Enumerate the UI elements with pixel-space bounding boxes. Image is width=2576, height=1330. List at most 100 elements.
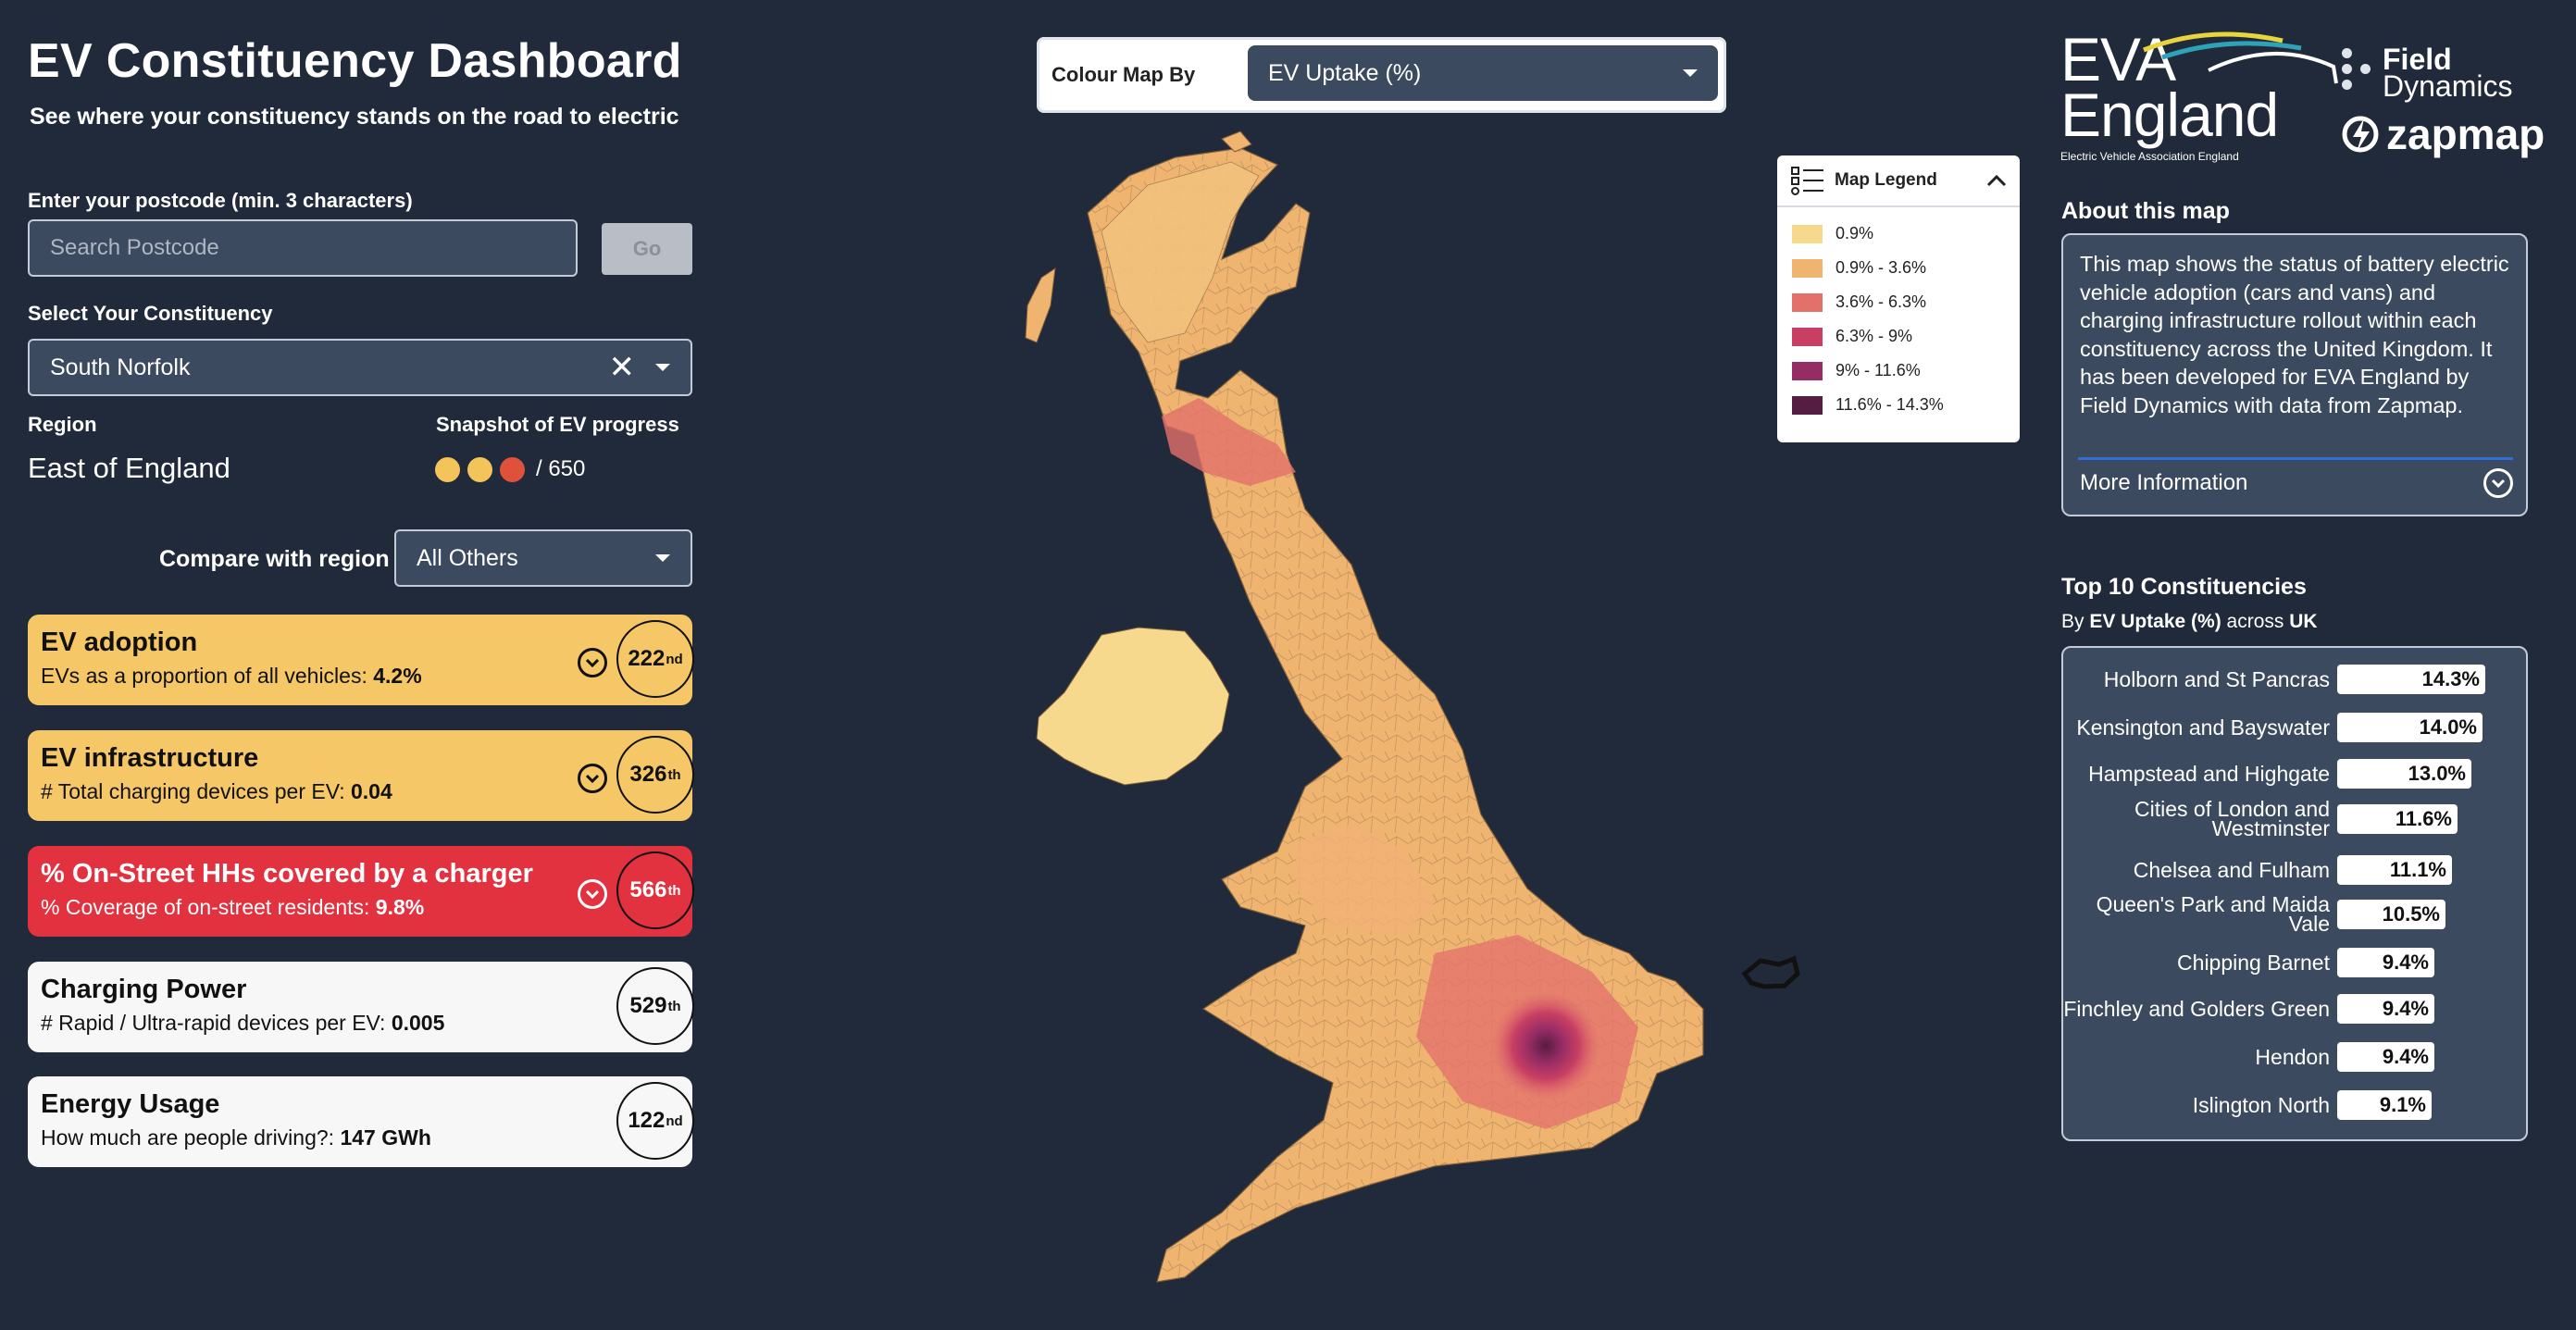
zapmap-bolt-icon [2342, 116, 2379, 153]
metric-subtitle: % Coverage of on-street residents: 9.8% [41, 895, 679, 920]
map-region-central-belt[interactable] [1162, 398, 1296, 486]
legend-swatch [1792, 224, 1823, 243]
map-region-midlands[interactable] [1296, 824, 1435, 935]
chevron-down-icon[interactable] [1683, 69, 1698, 77]
rank-suffix: nd [666, 1112, 683, 1129]
compare-region-select[interactable]: All Others [394, 529, 692, 587]
chevron-down-icon[interactable] [655, 554, 670, 562]
top10-value-bar: 9.4% [2337, 1042, 2434, 1072]
go-button[interactable]: Go [602, 223, 692, 275]
metric-title: EV infrastructure [41, 743, 259, 773]
top10-name: Holborn and St Pancras [2103, 666, 2330, 691]
snapshot-total: / 650 [536, 456, 586, 481]
legend-swatch [1792, 258, 1823, 278]
metric-subtitle-text: % Coverage of on-street residents: [41, 895, 376, 919]
top10-name: Islington North [2192, 1092, 2330, 1117]
legend-label: 6.3% - 9% [1836, 327, 1913, 345]
top10-name: Finchley and Golders Green [2063, 996, 2330, 1021]
postcode-label: Enter your postcode (min. 3 characters) [28, 189, 413, 212]
top10-row[interactable]: Finchley and Golders Green 9.4% [2063, 992, 2526, 1025]
metric-card[interactable]: % On-Street HHs covered by a charger % Co… [28, 846, 694, 937]
top10-row[interactable]: Kensington and Bayswater 14.0% [2063, 711, 2526, 744]
constituency-selected-value: South Norfolk [50, 354, 191, 380]
zapmap-logo: zapmap [2342, 109, 2545, 159]
legend-swatch [1792, 292, 1823, 312]
top10-value-bar: 9.4% [2337, 948, 2434, 977]
legend-icon [1791, 167, 1823, 195]
region-value: East of England [28, 452, 230, 484]
metric-expand-button[interactable] [578, 879, 607, 909]
legend-swatch [1792, 395, 1823, 415]
field-dynamics-line2: Dynamics [2383, 69, 2513, 103]
top10-row[interactable]: Chipping Barnet 9.4% [2063, 946, 2526, 979]
selected-constituency-outline[interactable] [1741, 955, 1800, 989]
metric-title: % On-Street HHs covered by a charger [41, 859, 533, 889]
snapshot-progress: / 650 [435, 456, 585, 482]
eva-logo-line1: EVA [2060, 25, 2176, 93]
eva-logo-line2: England [2060, 81, 2279, 149]
snapshot-dot [500, 456, 525, 482]
top10-value-bar: 14.3% [2337, 665, 2485, 694]
top10-sub-area: UK [2289, 611, 2318, 632]
top10-row[interactable]: Chelsea and Fulham 11.1% [2063, 853, 2526, 887]
top10-row[interactable]: Cities of London and Westminster 11.6% [2063, 797, 2526, 840]
top10-row[interactable]: Islington North 9.1% [2063, 1088, 2526, 1122]
eva-logo-tagline: Electric Vehicle Association England [2060, 150, 2239, 163]
top10-row[interactable]: Holborn and St Pancras 14.3% [2063, 663, 2526, 696]
legend-item: 3.6% - 6.3% [1777, 285, 2020, 319]
metric-value: 0.005 [391, 1011, 445, 1035]
rank-number: 566 [629, 877, 667, 902]
legend-label: 3.6% - 6.3% [1836, 292, 1927, 311]
colour-map-select[interactable]: EV Uptake (%) [1248, 45, 1718, 101]
map-region-highlands[interactable] [1101, 161, 1260, 343]
top10-name: Cities of London and Westminster [2134, 797, 2330, 840]
rank-number: 122 [628, 1108, 666, 1133]
eva-swoosh-icon [2143, 31, 2338, 84]
chevron-down-icon[interactable] [655, 364, 670, 371]
legend-item: 11.6% - 14.3% [1777, 388, 2020, 422]
more-information-expand-button[interactable] [2483, 468, 2513, 498]
metric-card[interactable]: Energy Usage How much are people driving?… [28, 1076, 694, 1167]
field-dynamics-line1: Field [2383, 43, 2452, 76]
chevron-up-icon[interactable] [1986, 174, 2007, 187]
metric-subtitle: How much are people driving?: 147 GWh [41, 1125, 679, 1150]
snapshot-dot [467, 456, 492, 482]
top10-value-bar: 13.0% [2337, 759, 2471, 789]
map-outer-hebrides[interactable] [1025, 267, 1056, 343]
legend-header[interactable]: Map Legend [1777, 155, 2020, 207]
about-divider [2078, 457, 2513, 460]
top10-row[interactable]: Queen's Park and Maida Vale 10.5% [2063, 894, 2526, 935]
eva-england-logo: EVA England Electric Vehicle Association… [2060, 25, 2338, 163]
compare-selected-value: All Others [417, 544, 518, 571]
legend-item: 9% - 11.6% [1777, 354, 2020, 388]
metric-subtitle: EVs as a proportion of all vehicles: 4.2… [41, 664, 679, 689]
metric-title: Charging Power [41, 975, 247, 1004]
map-orkney[interactable] [1221, 131, 1252, 153]
metric-card[interactable]: EV adoption EVs as a proportion of all ve… [28, 615, 694, 705]
postcode-search-input[interactable] [28, 219, 578, 277]
top10-row[interactable]: Hampstead and Highgate 13.0% [2063, 757, 2526, 790]
top10-title: Top 10 Constituencies [2061, 574, 2307, 600]
legend-item: 6.3% - 9% [1777, 319, 2020, 354]
metric-card[interactable]: EV infrastructure # Total charging device… [28, 730, 694, 821]
snapshot-dot [435, 456, 460, 482]
map-region-northern-ireland[interactable] [1036, 627, 1230, 786]
top10-row[interactable]: Hendon 9.4% [2063, 1040, 2526, 1074]
top10-sub-prefix: By [2061, 611, 2090, 632]
metric-card[interactable]: Charging Power # Rapid / Ultra-rapid devi… [28, 962, 694, 1052]
top10-sub-metric: EV Uptake (%) [2089, 611, 2221, 632]
constituency-select[interactable]: South Norfolk ✕ [28, 339, 692, 396]
chevron-down-icon [585, 889, 600, 900]
chevron-down-icon [585, 774, 600, 784]
colour-map-control: Colour Map By EV Uptake (%) [1037, 37, 1726, 113]
metric-expand-button[interactable] [578, 764, 607, 793]
map-region-london[interactable] [1490, 990, 1601, 1101]
metric-expand-button[interactable] [578, 648, 607, 677]
clear-icon[interactable]: ✕ [608, 350, 636, 385]
more-information-link[interactable]: More Information [2080, 470, 2248, 495]
uk-constituency-map[interactable] [1000, 120, 1833, 1314]
